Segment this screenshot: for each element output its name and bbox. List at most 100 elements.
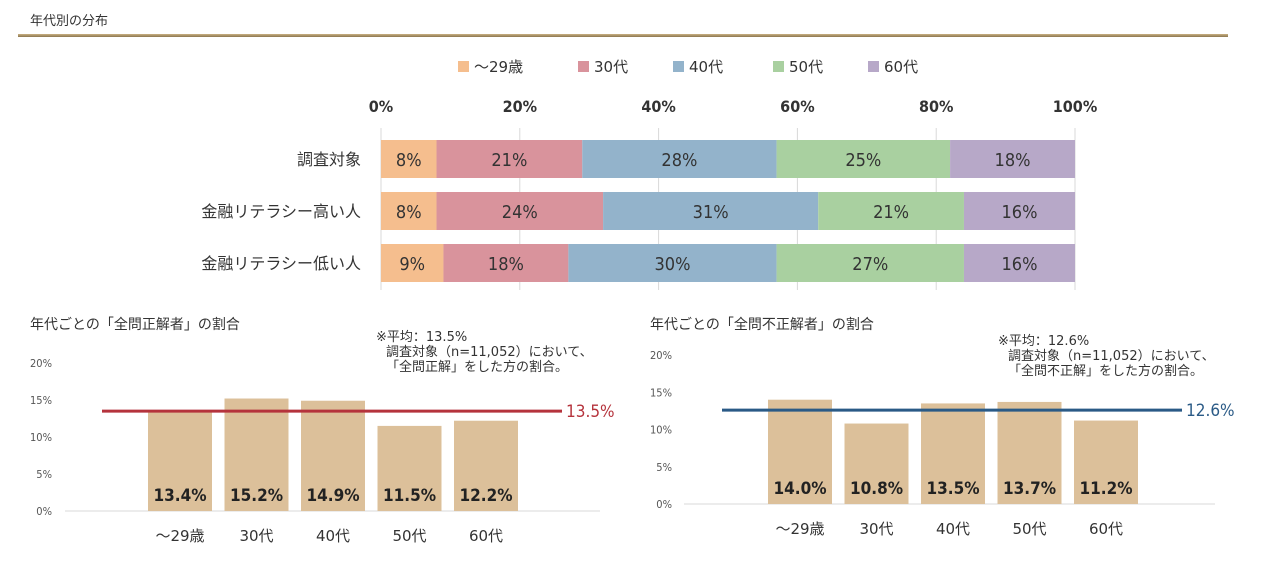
stacked-segment-1-2 <box>603 192 819 230</box>
segment-label-2-1: 18% <box>488 254 524 275</box>
x-category-label-0: ～29歳 <box>775 520 824 538</box>
category-label-0: 調査対象 <box>297 150 361 169</box>
x-category-label-0: ～29歳 <box>155 527 204 545</box>
legend-swatch-2 <box>673 61 684 72</box>
x-category-label-2: 40代 <box>936 520 970 538</box>
y-tick-label-1: 5% <box>36 468 52 481</box>
segment-label-0-3: 25% <box>845 150 881 171</box>
stacked-segment-0-0 <box>381 140 437 178</box>
stacked-segment-2-4 <box>963 244 1075 282</box>
bar-3 <box>997 401 1062 504</box>
y-tick-label-2: 10% <box>650 424 672 437</box>
stacked-segment-0-3 <box>776 140 951 178</box>
stacked-segment-2-3 <box>776 244 964 282</box>
bar-value-label-1: 15.2% <box>230 486 283 506</box>
bar-4 <box>1074 420 1138 504</box>
x-category-label-1: 30代 <box>859 520 893 538</box>
left-note-line-3: 「全問正解」をした方の割合。 <box>386 360 569 375</box>
bar-3 <box>377 425 442 511</box>
title-rule <box>18 34 1228 37</box>
x-category-label-4: 60代 <box>1089 520 1123 538</box>
segment-label-1-2: 31% <box>693 202 729 223</box>
bar-value-label-3: 11.5% <box>383 486 436 506</box>
stacked-segment-1-4 <box>963 192 1075 230</box>
segment-label-0-2: 28% <box>661 150 697 171</box>
segment-label-2-3: 27% <box>852 254 888 275</box>
average-line-label: 13.5% <box>566 402 615 422</box>
y-tick-label-3: 15% <box>650 386 672 399</box>
x-tick-label-1: 20% <box>503 97 537 116</box>
bar-0 <box>768 399 832 504</box>
bar-value-label-0: 13.4% <box>153 486 206 506</box>
right-chart-title: 年代ごとの「全問不正解者」の割合 <box>650 317 874 333</box>
x-category-label-4: 60代 <box>469 527 503 545</box>
x-tick-label-2: 40% <box>641 97 675 116</box>
right-note-line-3: 「全問不正解」をした方の割合。 <box>1008 364 1204 379</box>
x-tick-label-3: 60% <box>780 97 814 116</box>
y-tick-label-2: 10% <box>30 431 52 444</box>
left-note-line-1: ※平均：13.5% <box>376 330 468 345</box>
page-title: 年代別の分布 <box>30 14 109 29</box>
stacked-segment-2-1 <box>443 244 569 282</box>
bar-4 <box>454 420 518 511</box>
y-tick-label-4: 20% <box>30 357 52 370</box>
bar-0 <box>148 411 212 511</box>
x-tick-label-5: 100% <box>1053 97 1097 116</box>
x-category-label-3: 50代 <box>392 527 426 545</box>
x-category-label-3: 50代 <box>1012 520 1046 538</box>
segment-label-2-2: 30% <box>654 254 690 275</box>
segment-label-1-3: 21% <box>873 202 909 223</box>
segment-label-2-4: 16% <box>1001 254 1037 275</box>
category-label-2: 金融リテラシー低い人 <box>201 254 361 273</box>
legend-label-4: 60代 <box>884 58 918 76</box>
bar-1 <box>224 398 289 511</box>
bar-value-label-4: 11.2% <box>1079 479 1132 499</box>
legend-label-1: 30代 <box>594 58 628 76</box>
segment-label-0-1: 21% <box>491 150 527 171</box>
x-tick-label-0: 0% <box>369 97 393 116</box>
left-chart-title: 年代ごとの「全問正解者」の割合 <box>30 317 240 333</box>
bar-value-label-1: 10.8% <box>850 479 903 499</box>
average-line-label: 12.6% <box>1186 401 1235 421</box>
stacked-segment-0-1 <box>436 140 583 178</box>
stacked-segment-2-2 <box>568 244 777 282</box>
right-note-line-1: ※平均：12.6% <box>998 334 1090 349</box>
x-category-label-2: 40代 <box>316 527 350 545</box>
legend-label-2: 40代 <box>689 58 723 76</box>
stacked-segment-1-0 <box>381 192 437 230</box>
legend-swatch-1 <box>578 61 589 72</box>
legend-label-0: ～29歳 <box>474 58 523 76</box>
left-note-line-2: 調査対象（n=11,052）において、 <box>386 345 593 360</box>
y-tick-label-3: 15% <box>30 394 52 407</box>
legend-swatch-0 <box>458 61 469 72</box>
segment-label-2-0: 9% <box>399 254 425 275</box>
segment-label-0-0: 8% <box>396 150 422 171</box>
stacked-segment-1-3 <box>818 192 964 230</box>
bar-1 <box>844 423 909 504</box>
segment-label-1-4: 16% <box>1001 202 1037 223</box>
legend-swatch-4 <box>868 61 879 72</box>
bar-value-label-2: 13.5% <box>926 479 979 499</box>
legend-swatch-3 <box>773 61 784 72</box>
bar-value-label-3: 13.7% <box>1003 479 1056 499</box>
right-note-line-2: 調査対象（n=11,052）において、 <box>1008 349 1215 364</box>
segment-label-0-4: 18% <box>995 150 1031 171</box>
x-category-label-1: 30代 <box>239 527 273 545</box>
y-tick-label-1: 5% <box>656 461 672 474</box>
bar-value-label-4: 12.2% <box>459 486 512 506</box>
bar-value-label-0: 14.0% <box>773 479 826 499</box>
right-chart-note: ※平均：12.6% 調査対象（n=11,052）において、 「全問不正解」をした… <box>998 334 1215 379</box>
stacked-segment-0-2 <box>582 140 777 178</box>
left-chart-note: ※平均：13.5% 調査対象（n=11,052）において、 「全問正解」をした方… <box>376 330 593 375</box>
bar-value-label-2: 14.9% <box>306 486 359 506</box>
segment-label-1-1: 24% <box>502 202 538 223</box>
y-tick-label-4: 20% <box>650 349 672 362</box>
bar-2 <box>301 400 365 511</box>
bar-2 <box>921 403 985 504</box>
y-tick-label-0: 0% <box>656 498 672 511</box>
x-tick-label-4: 80% <box>919 97 953 116</box>
legend-label-3: 50代 <box>789 58 823 76</box>
segment-label-1-0: 8% <box>396 202 422 223</box>
